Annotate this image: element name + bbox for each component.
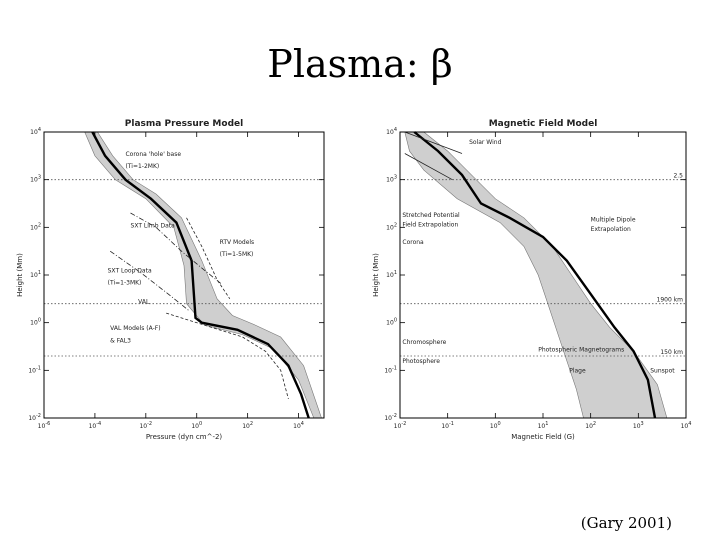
annotation: SXT Loop Data: [108, 268, 152, 275]
y-tick-label: 100: [386, 318, 397, 327]
x-tick-label: 100: [191, 421, 202, 430]
y-tick-label: 100: [30, 318, 41, 327]
citation: (Gary 2001): [580, 514, 672, 532]
y-tick-label: 102: [30, 222, 41, 231]
y-tick-label: 101: [386, 270, 397, 279]
x-tick-label: 104: [681, 421, 692, 430]
x-tick-label: 10-2: [394, 421, 407, 430]
chart-title: Plasma Pressure Model: [125, 119, 243, 129]
magnetic-field-chart: Magnetic Field Model 2.5 1900 km 150 km 10-2…: [372, 119, 692, 441]
annotation: (Ti=1-5MK): [220, 251, 254, 258]
x-tick-label: 104: [293, 421, 304, 430]
annotation: Chromosphere: [402, 339, 446, 346]
x-tick-label: 101: [538, 421, 549, 430]
x-axis-label: Magnetic Field (G): [511, 433, 575, 441]
x-tick-label: 102: [585, 421, 596, 430]
y-tick-label: 10-1: [28, 365, 41, 374]
annotation: (Ti=1-2MK): [125, 163, 159, 170]
plasma-pressure-chart: Plasma Pressure Model 10-6 10-4 10-2 100 102 1…: [16, 119, 325, 441]
y-tick-label: 103: [30, 175, 41, 184]
annotation: RTV Models: [220, 239, 255, 246]
x-tick-label: 10-4: [89, 421, 102, 430]
y-tick-label: 103: [386, 175, 397, 184]
annotation: Extrapolation: [591, 226, 631, 233]
x-tick-label: 10-6: [38, 421, 51, 430]
y-tick-label: 101: [30, 270, 41, 279]
annotation: VAL Models (A-F): [110, 325, 160, 332]
reference-line-label: 2.5: [673, 173, 683, 180]
annotation: Solar Wind: [469, 139, 501, 146]
x-tick-label: 102: [242, 421, 253, 430]
annotation: Plage: [569, 368, 586, 375]
y-axis-label: Height (Mm): [16, 253, 24, 297]
slide-title: Plasma: β: [267, 42, 453, 86]
annotation: Sunspot: [650, 368, 675, 375]
annotation: Photosphere: [402, 358, 440, 365]
x-axis-label: Pressure (dyn cm^-2): [146, 433, 223, 441]
x-tick-label: 10-2: [139, 421, 152, 430]
annotation: Corona 'hole' base: [125, 151, 181, 158]
reference-line-label: 1900 km: [657, 297, 684, 304]
x-tick-label: 103: [633, 421, 644, 430]
annotation: VAL: [138, 299, 150, 306]
annotation: & FAL3: [110, 338, 131, 345]
series-line-solar-wind: [404, 131, 463, 154]
series-line-val-models: [166, 312, 289, 400]
y-tick-label: 104: [30, 127, 41, 136]
x-tick-label: 100: [490, 421, 501, 430]
reference-line-label: 150 km: [660, 349, 683, 356]
y-tick-label: 10-2: [28, 413, 41, 422]
y-tick-label: 10-2: [384, 413, 397, 422]
annotation: Photospheric Magnetograms: [538, 346, 624, 353]
annotation: Multiple Dipole: [591, 217, 636, 224]
y-tick-label: 10-1: [384, 365, 397, 374]
series-line-rtv-models: [186, 217, 231, 300]
annotation: (Ti=1-3MK): [108, 280, 142, 287]
x-tick-label: 10-1: [441, 421, 454, 430]
y-axis-label: Height (Mm): [372, 253, 380, 297]
annotation: SXT Limb Data: [131, 222, 176, 229]
series-line-model: [413, 131, 657, 419]
annotation: Field Extrapolation: [402, 221, 458, 228]
series-line-sxt-limb-data: [130, 212, 223, 285]
annotation: Corona: [402, 239, 424, 246]
chart-title: Magnetic Field Model: [489, 119, 598, 129]
y-tick-label: 102: [386, 222, 397, 231]
annotation: Stretched Potential: [402, 212, 460, 219]
y-tick-label: 104: [386, 127, 397, 136]
series-line-sxt-loop-data: [109, 250, 190, 312]
series-line-model: [91, 131, 310, 419]
series-line-solar-wind-2: [404, 153, 453, 181]
